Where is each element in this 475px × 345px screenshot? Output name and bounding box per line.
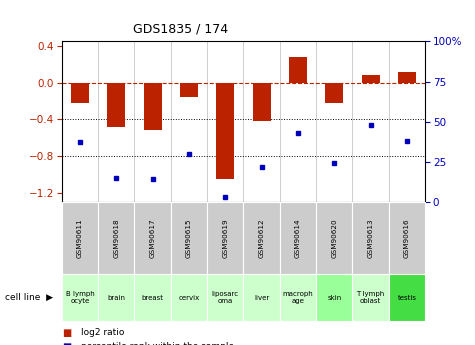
Text: GSM90619: GSM90619 [222, 218, 228, 258]
Bar [253, 83, 271, 121]
Text: cervix: cervix [178, 295, 200, 300]
Text: ■: ■ [62, 328, 71, 338]
Text: testis: testis [398, 295, 417, 300]
Text: macroph
age: macroph age [283, 291, 314, 304]
Text: GSM90620: GSM90620 [331, 218, 337, 258]
Text: cell line  ▶: cell line ▶ [5, 293, 53, 302]
Text: liver: liver [254, 295, 269, 300]
Text: ■: ■ [62, 342, 71, 345]
Text: GSM90616: GSM90616 [404, 218, 410, 258]
Text: GSM90615: GSM90615 [186, 218, 192, 258]
Text: B lymph
ocyte: B lymph ocyte [66, 291, 95, 304]
Bar [398, 72, 416, 83]
Text: GSM90613: GSM90613 [368, 218, 374, 258]
Text: GDS1835 / 174: GDS1835 / 174 [133, 22, 228, 36]
Text: skin: skin [327, 295, 342, 300]
Bar [325, 83, 343, 103]
Text: liposarc
oma: liposarc oma [212, 291, 239, 304]
Text: percentile rank within the sample: percentile rank within the sample [81, 342, 234, 345]
Bar [143, 83, 162, 130]
Text: GSM90614: GSM90614 [295, 218, 301, 258]
Text: brain: brain [107, 295, 125, 300]
Bar [289, 57, 307, 83]
Bar [180, 83, 198, 97]
Bar [216, 83, 234, 179]
Text: GSM90617: GSM90617 [150, 218, 156, 258]
Text: T lymph
oblast: T lymph oblast [357, 291, 385, 304]
Text: GSM90612: GSM90612 [258, 218, 265, 258]
Text: GSM90618: GSM90618 [113, 218, 119, 258]
Text: breast: breast [142, 295, 163, 300]
Bar [361, 75, 380, 83]
Text: log2 ratio: log2 ratio [81, 328, 124, 337]
Bar [71, 83, 89, 103]
Text: GSM90611: GSM90611 [77, 218, 83, 258]
Bar [107, 83, 125, 127]
